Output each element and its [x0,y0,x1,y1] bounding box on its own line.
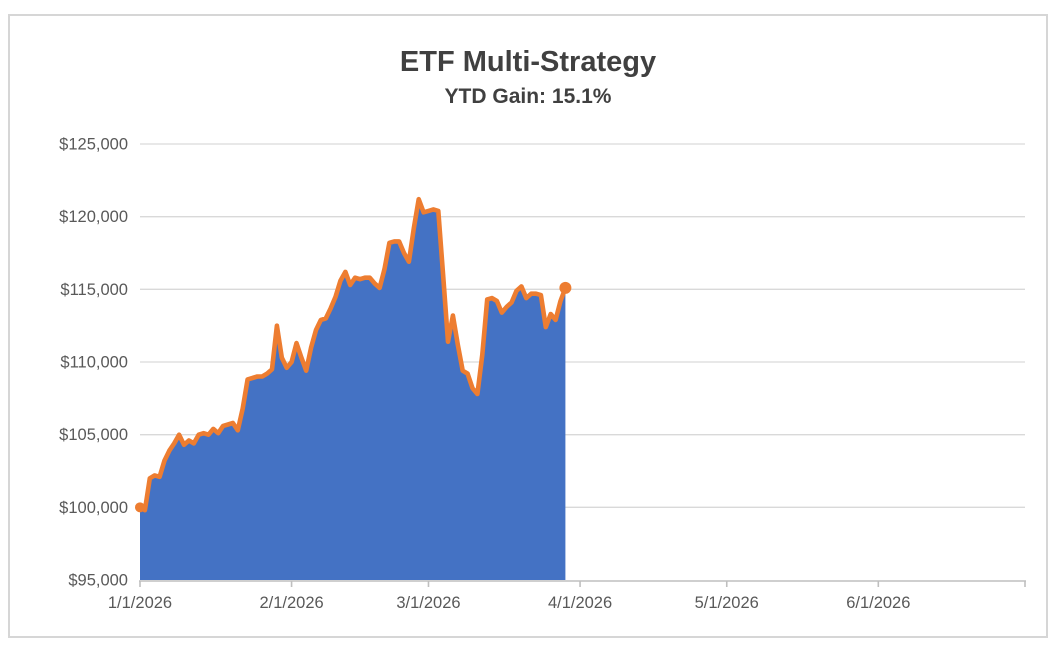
x-axis-tick-label: 6/1/2026 [846,594,910,612]
x-axis-tick-label: 5/1/2026 [695,594,759,612]
x-axis-tick-label: 1/1/2026 [108,594,172,612]
x-axis-tick-label: 2/1/2026 [259,594,323,612]
y-axis-tick-label: $125,000 [59,136,128,154]
y-axis-tick-label: $95,000 [68,572,128,590]
x-axis-tick-label: 4/1/2026 [548,594,612,612]
series-end-marker [559,281,572,294]
y-axis-tick-label: $115,000 [60,281,128,299]
x-axis-tick-label: 3/1/2026 [396,594,460,612]
y-axis-tick-label: $100,000 [59,499,128,517]
y-axis-tick-label: $120,000 [59,208,128,226]
series-start-marker [135,502,145,513]
area-series [140,199,566,580]
y-axis-tick-label: $110,000 [60,354,128,372]
line-series [137,196,568,513]
y-axis-tick-label: $105,000 [59,426,128,444]
